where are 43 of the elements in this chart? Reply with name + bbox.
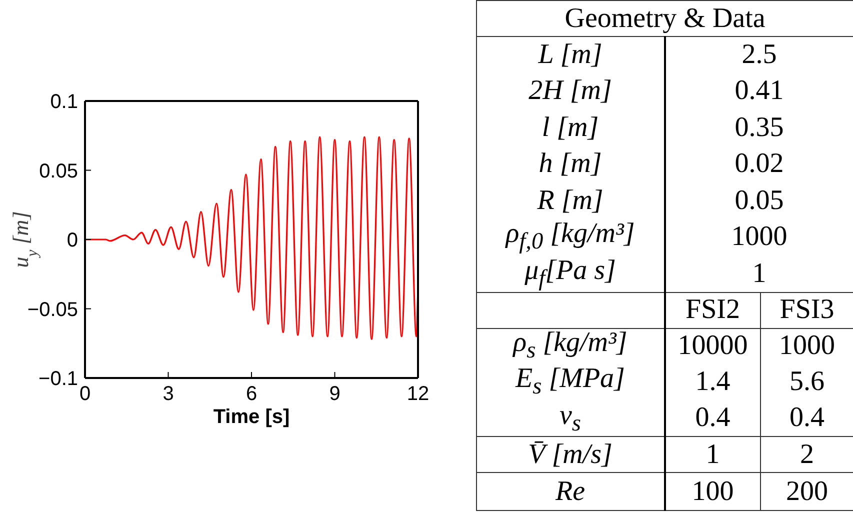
text: 2: [760, 436, 853, 473]
text: 0.4: [760, 400, 853, 437]
x-tick-label: 6: [246, 383, 258, 406]
text: 0.35: [734, 110, 785, 145]
y-tick-label: 0: [66, 230, 78, 252]
text: 0.4: [664, 400, 760, 437]
text: 100: [664, 472, 760, 511]
text: L [m]: [476, 36, 664, 73]
text: FSI2: [664, 292, 760, 328]
y-tick-label: −0.05: [27, 298, 78, 321]
text: ν$_{s}$: [476, 400, 664, 437]
text: 5.6: [788, 365, 826, 400]
x-tick-label: 9: [329, 383, 340, 406]
text: 0.02: [734, 147, 785, 182]
y-tick-label: −0.1: [38, 368, 78, 390]
text: 2.5: [740, 38, 778, 72]
y-tick-label: 0.1: [50, 91, 78, 114]
text: h [m]: [476, 146, 664, 182]
text: 1000: [778, 329, 836, 364]
text: ρ$_{f,0}$ [kg/m³]: [476, 218, 664, 256]
text: E$_{s}$ [MPa]: [476, 363, 664, 401]
text: Geometry & Data: [476, 0, 853, 36]
text: V̄ [m/s]: [476, 436, 664, 473]
text: 1.4: [664, 364, 760, 401]
text: 2H [m]: [476, 73, 664, 110]
line-series: [85, 136, 418, 340]
text: ρ$_{s}$ [kg/m³]: [476, 327, 664, 364]
text: 1: [664, 256, 853, 292]
text: 1000: [730, 220, 788, 254]
text: 0.05: [734, 184, 785, 218]
x-tick-label: 12: [406, 383, 430, 406]
text: 1: [664, 436, 760, 473]
text: Re: [476, 472, 664, 511]
text: μ$_{f}$[Pa s]: [476, 254, 664, 292]
text: FSI3: [760, 292, 853, 328]
y-tick-label: 0.05: [39, 160, 78, 182]
text: R [m]: [476, 182, 664, 219]
x-axis-title: Time [s]: [213, 406, 290, 428]
text: l [m]: [476, 110, 664, 146]
text: 0.41: [734, 74, 785, 108]
x-tick-label: 3: [162, 383, 174, 406]
text: 10000: [664, 328, 760, 364]
text: 200: [785, 474, 830, 509]
